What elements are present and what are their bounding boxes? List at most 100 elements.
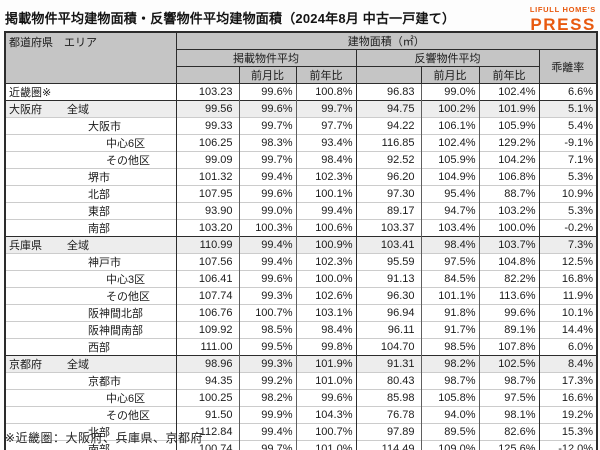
listed-mom-cell: 100.3% bbox=[238, 219, 296, 237]
listed-avg-cell: 107.95 bbox=[175, 185, 239, 203]
listed-avg-cell: 99.56 bbox=[175, 100, 239, 118]
page-title: 掲載物件平均建物面積・反響物件平均建物面積（2024年8月 中古一戸建て） bbox=[5, 11, 456, 26]
divergence-rate-cell: 5.4% bbox=[538, 117, 598, 135]
inquiry-yoy-cell: 99.6% bbox=[478, 304, 539, 322]
listed-avg-cell: 107.74 bbox=[175, 287, 239, 305]
lifull-homes-press-logo: LIFULL HOME'S PRESS bbox=[530, 6, 596, 33]
inquiry-avg-cell: 76.78 bbox=[355, 406, 421, 424]
listed-avg-cell: 111.00 bbox=[175, 338, 239, 356]
inquiry-avg-cell: 97.30 bbox=[355, 185, 421, 203]
listed-mom-cell: 99.6% bbox=[238, 100, 296, 118]
inquiry-mom-cell: 98.7% bbox=[420, 372, 479, 390]
listed-mom-cell: 99.4% bbox=[238, 423, 296, 441]
listed-yoy-cell: 97.7% bbox=[295, 117, 356, 135]
area-label: 東部 bbox=[88, 206, 110, 218]
area-cell: 大阪府 全域 bbox=[4, 100, 176, 118]
listed-yoy-cell: 103.1% bbox=[295, 304, 356, 322]
listed-avg-cell: 107.56 bbox=[175, 253, 239, 271]
listed-yoy-cell: 101.0% bbox=[295, 440, 356, 450]
table-row: 近畿圏※ 103.23 99.6% 100.8% 96.83 99.0% 102.4% 6.6… bbox=[4, 83, 598, 101]
table-row: 大阪市 99.33 99.7% 97.7% 94.22 106.1% 105.9% 5.4% bbox=[4, 117, 598, 135]
building-area-table: 都道府県 エリア 建物面積（㎡） 掲載物件平均 反響物件平均 乖離率 前月比 前… bbox=[4, 31, 599, 450]
listed-avg-cell: 100.74 bbox=[175, 440, 239, 450]
col-header-listed-value-blank bbox=[175, 66, 239, 84]
listed-yoy-cell: 100.9% bbox=[295, 236, 356, 254]
table-row: 中心6区 106.25 98.3% 93.4% 116.85 102.4% 129.2% -9… bbox=[4, 134, 598, 152]
listed-yoy-cell: 98.4% bbox=[295, 321, 356, 339]
inquiry-yoy-cell: 113.6% bbox=[478, 287, 539, 305]
listed-mom-cell: 99.2% bbox=[238, 372, 296, 390]
inquiry-mom-cell: 98.4% bbox=[420, 236, 479, 254]
divergence-rate-cell: 7.3% bbox=[538, 236, 598, 254]
table-row: 阪神間南部 109.92 98.5% 98.4% 96.11 91.7% 89.1% 14.4… bbox=[4, 321, 598, 339]
inquiry-yoy-cell: 89.1% bbox=[478, 321, 539, 339]
inquiry-yoy-cell: 102.4% bbox=[478, 83, 539, 101]
listed-mom-cell: 98.5% bbox=[238, 321, 296, 339]
listed-mom-cell: 99.3% bbox=[238, 287, 296, 305]
logo-text-top: LIFULL HOME'S bbox=[529, 5, 596, 14]
listed-avg-cell: 110.99 bbox=[175, 236, 239, 254]
listed-avg-cell: 103.20 bbox=[175, 219, 239, 237]
divergence-rate-cell: 15.3% bbox=[538, 423, 598, 441]
area-label: 堺市 bbox=[88, 172, 110, 184]
divergence-rate-cell: 16.6% bbox=[538, 389, 598, 407]
divergence-rate-cell: 10.1% bbox=[538, 304, 598, 322]
area-cell: 北部 bbox=[4, 185, 176, 203]
listed-yoy-cell: 98.4% bbox=[295, 151, 356, 169]
table-row: 神戸市 107.56 99.4% 102.3% 95.59 97.5% 104.8% 12.5… bbox=[4, 253, 598, 271]
listed-yoy-cell: 93.4% bbox=[295, 134, 356, 152]
listed-yoy-cell: 100.0% bbox=[295, 270, 356, 288]
inquiry-avg-cell: 96.11 bbox=[355, 321, 421, 339]
inquiry-mom-cell: 91.7% bbox=[420, 321, 479, 339]
prefecture-label: 京都府 bbox=[9, 359, 42, 371]
inquiry-yoy-cell: 102.5% bbox=[478, 355, 539, 373]
area-label: 北部 bbox=[88, 189, 110, 201]
table-row: その他区 107.74 99.3% 102.6% 96.30 101.1% 113.6% 11… bbox=[4, 287, 598, 305]
inquiry-avg-cell: 89.17 bbox=[355, 202, 421, 220]
inquiry-avg-cell: 96.30 bbox=[355, 287, 421, 305]
divergence-rate-cell: 14.4% bbox=[538, 321, 598, 339]
area-label: 北部 bbox=[88, 427, 110, 439]
listed-mom-cell: 99.6% bbox=[238, 83, 296, 101]
table-row: 北部 112.84 99.4% 100.7% 97.89 89.5% 82.6% 15.3% bbox=[4, 423, 598, 441]
area-cell: 中心3区 bbox=[4, 270, 176, 288]
table-row: その他区 99.09 99.7% 98.4% 92.52 105.9% 104.2% 7.1% bbox=[4, 151, 598, 169]
area-label: 中心6区 bbox=[106, 393, 146, 405]
area-cell: 東部 bbox=[4, 202, 176, 220]
inquiry-yoy-cell: 97.5% bbox=[478, 389, 539, 407]
table-row: 中心6区 100.25 98.2% 99.6% 85.98 105.8% 97.5% 16.6… bbox=[4, 389, 598, 407]
listed-avg-cell: 100.25 bbox=[175, 389, 239, 407]
inquiry-yoy-cell: 100.0% bbox=[478, 219, 539, 237]
inquiry-avg-cell: 116.85 bbox=[355, 134, 421, 152]
divergence-rate-cell: 10.9% bbox=[538, 185, 598, 203]
inquiry-mom-cell: 84.5% bbox=[420, 270, 479, 288]
listed-mom-cell: 99.7% bbox=[238, 440, 296, 450]
inquiry-yoy-cell: 104.2% bbox=[478, 151, 539, 169]
listed-yoy-cell: 100.8% bbox=[295, 83, 356, 101]
area-label: 全域 bbox=[67, 104, 89, 116]
col-header-building-area: 建物面積（㎡） bbox=[175, 31, 598, 50]
inquiry-avg-cell: 91.31 bbox=[355, 355, 421, 373]
inquiry-mom-cell: 101.1% bbox=[420, 287, 479, 305]
prefecture-label: 近畿圏※ bbox=[9, 87, 52, 99]
listed-mom-cell: 100.7% bbox=[238, 304, 296, 322]
listed-mom-cell: 99.7% bbox=[238, 151, 296, 169]
inquiry-avg-cell: 80.43 bbox=[355, 372, 421, 390]
table-header: 都道府県 エリア 建物面積（㎡） 掲載物件平均 反響物件平均 乖離率 前月比 前… bbox=[4, 31, 598, 84]
inquiry-mom-cell: 102.4% bbox=[420, 134, 479, 152]
area-label: その他区 bbox=[106, 155, 150, 167]
listed-yoy-cell: 101.9% bbox=[295, 355, 356, 373]
footnote: ※近畿圏：大阪府、兵庫県、京都府 bbox=[5, 431, 204, 445]
area-cell: 阪神間南部 bbox=[4, 321, 176, 339]
inquiry-mom-cell: 94.7% bbox=[420, 202, 479, 220]
inquiry-yoy-cell: 103.7% bbox=[478, 236, 539, 254]
area-cell: 堺市 bbox=[4, 168, 176, 186]
inquiry-yoy-cell: 129.2% bbox=[478, 134, 539, 152]
inquiry-avg-cell: 97.89 bbox=[355, 423, 421, 441]
inquiry-mom-cell: 106.1% bbox=[420, 117, 479, 135]
area-cell: 南部 bbox=[4, 440, 176, 450]
inquiry-yoy-cell: 98.7% bbox=[478, 372, 539, 390]
divergence-rate-cell: 5.3% bbox=[538, 168, 598, 186]
inquiry-avg-cell: 104.70 bbox=[355, 338, 421, 356]
